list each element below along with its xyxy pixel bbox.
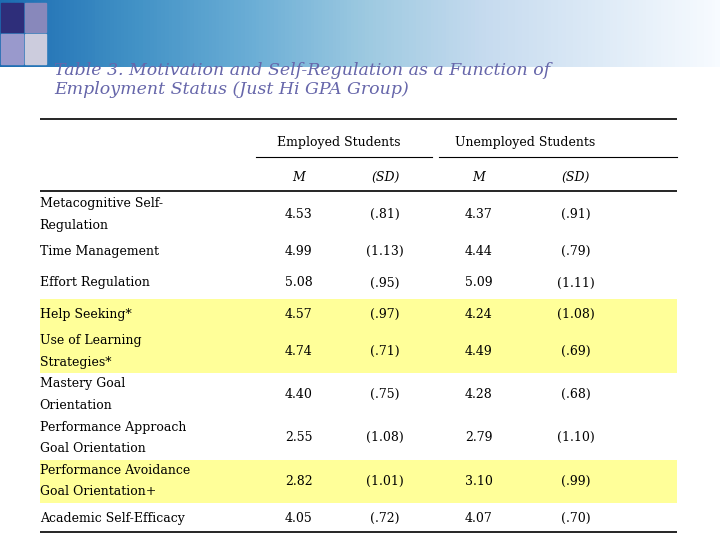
Text: (.91): (.91) — [561, 208, 591, 221]
Text: 4.53: 4.53 — [285, 208, 312, 221]
Text: (.99): (.99) — [562, 475, 590, 488]
Text: (1.10): (1.10) — [557, 431, 595, 444]
Text: Performance Approach: Performance Approach — [40, 421, 186, 434]
Text: (1.08): (1.08) — [557, 308, 595, 321]
Text: (.72): (.72) — [371, 512, 400, 525]
Text: 2.82: 2.82 — [285, 475, 312, 488]
Text: Regulation: Regulation — [40, 219, 109, 232]
Text: 4.24: 4.24 — [465, 308, 492, 321]
Text: (1.11): (1.11) — [557, 276, 595, 289]
Text: (.71): (.71) — [370, 345, 400, 358]
Text: Use of Learning: Use of Learning — [40, 334, 141, 347]
Text: 2.55: 2.55 — [285, 431, 312, 444]
Text: Metacognitive Self-: Metacognitive Self- — [40, 197, 163, 210]
Text: Strategies*: Strategies* — [40, 356, 111, 369]
Text: Orientation: Orientation — [40, 399, 112, 412]
Text: 4.49: 4.49 — [465, 345, 492, 358]
Text: (1.13): (1.13) — [366, 245, 404, 258]
Text: 5.09: 5.09 — [465, 276, 492, 289]
Text: Mastery Goal: Mastery Goal — [40, 377, 125, 390]
Text: (.75): (.75) — [371, 388, 400, 401]
Text: 4.44: 4.44 — [465, 245, 492, 258]
Bar — [24, 35, 46, 64]
Text: Effort Regulation: Effort Regulation — [40, 276, 150, 289]
Text: Unemployed Students: Unemployed Students — [456, 136, 595, 148]
Text: 2.79: 2.79 — [465, 431, 492, 444]
FancyBboxPatch shape — [40, 330, 677, 373]
FancyBboxPatch shape — [40, 299, 677, 330]
Text: 4.05: 4.05 — [285, 512, 312, 525]
Text: Time Management: Time Management — [40, 245, 158, 258]
Text: Table 3. Motivation and Self-Regulation as a Function of: Table 3. Motivation and Self-Regulation … — [54, 62, 550, 79]
Text: 5.08: 5.08 — [285, 276, 312, 289]
Text: 4.74: 4.74 — [285, 345, 312, 358]
Text: (.95): (.95) — [371, 276, 400, 289]
Text: Academic Self-Efficacy: Academic Self-Efficacy — [40, 512, 184, 525]
Text: (.70): (.70) — [561, 512, 591, 525]
Text: (SD): (SD) — [562, 171, 590, 184]
Text: (.69): (.69) — [561, 345, 591, 358]
FancyBboxPatch shape — [40, 460, 677, 503]
Bar — [1, 3, 23, 32]
Text: 4.40: 4.40 — [285, 388, 312, 401]
Text: Performance Avoidance: Performance Avoidance — [40, 464, 190, 477]
Bar — [1, 35, 23, 64]
Text: Employed Students: Employed Students — [276, 136, 400, 148]
Text: M: M — [472, 171, 485, 184]
Text: (.79): (.79) — [562, 245, 590, 258]
Text: 4.28: 4.28 — [465, 388, 492, 401]
Text: Goal Orientation: Goal Orientation — [40, 442, 145, 455]
Text: (.68): (.68) — [561, 388, 591, 401]
Text: (1.08): (1.08) — [366, 431, 404, 444]
Text: M: M — [292, 171, 305, 184]
Text: 4.37: 4.37 — [465, 208, 492, 221]
Text: Goal Orientation+: Goal Orientation+ — [40, 485, 156, 498]
Text: (SD): (SD) — [371, 171, 400, 184]
Text: 4.99: 4.99 — [285, 245, 312, 258]
Text: 3.10: 3.10 — [465, 475, 492, 488]
Text: (1.01): (1.01) — [366, 475, 404, 488]
Text: (.97): (.97) — [371, 308, 400, 321]
Text: Employment Status (Just Hi GPA Group): Employment Status (Just Hi GPA Group) — [54, 80, 409, 98]
Bar — [24, 3, 46, 32]
Text: 4.57: 4.57 — [285, 308, 312, 321]
Text: Help Seeking*: Help Seeking* — [40, 308, 131, 321]
Text: (.81): (.81) — [370, 208, 400, 221]
Text: 4.07: 4.07 — [465, 512, 492, 525]
